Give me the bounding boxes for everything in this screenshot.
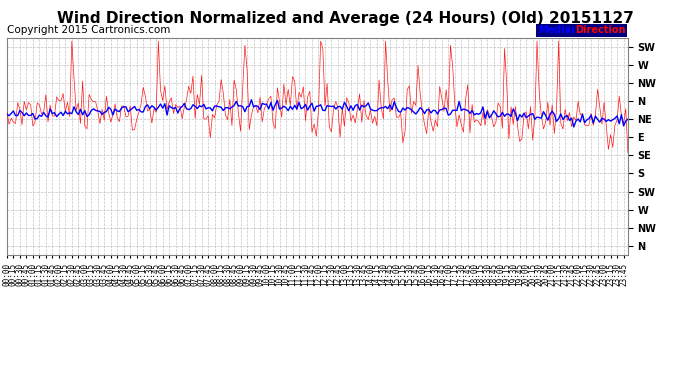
Text: Median: Median — [538, 26, 578, 35]
Text: Copyright 2015 Cartronics.com: Copyright 2015 Cartronics.com — [7, 26, 170, 35]
Text: Direction: Direction — [575, 26, 626, 35]
Text: Wind Direction Normalized and Average (24 Hours) (Old) 20151127: Wind Direction Normalized and Average (2… — [57, 11, 633, 26]
